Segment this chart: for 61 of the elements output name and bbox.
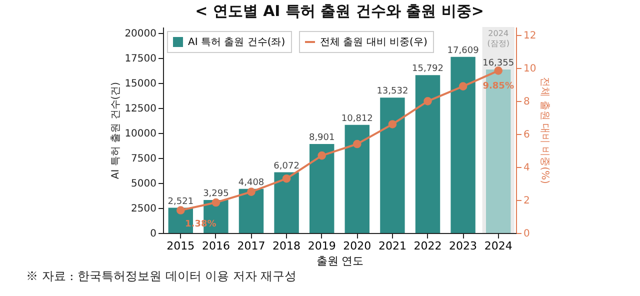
data-label: 3,295 xyxy=(203,189,229,200)
x-tick-label: 2022 xyxy=(414,240,442,252)
point xyxy=(318,151,326,160)
x-tick-label: 2017 xyxy=(237,240,266,252)
y-tick-label: 12500 xyxy=(124,104,156,114)
x-tick-label: 2020 xyxy=(343,240,372,252)
x-axis-title: 출원 연도 xyxy=(316,254,364,268)
bar xyxy=(450,56,476,233)
bar xyxy=(309,144,334,233)
data-label: 13,532 xyxy=(376,86,408,97)
y2-tick-label: 0 xyxy=(524,228,530,240)
y-tick-label: 10000 xyxy=(124,128,156,140)
bar xyxy=(238,188,264,233)
data-label: 4,408 xyxy=(238,178,264,188)
chart-title: < 연도별 AI 특허 출원 건수와 출원 비중> xyxy=(195,2,484,20)
y-tick-label: 7500 xyxy=(131,154,156,164)
band-label: 2024 (잠정) xyxy=(487,29,510,48)
x-tick-label: 2016 xyxy=(202,240,230,252)
y-tick-label: 5000 xyxy=(131,178,156,190)
y-axis-title: AI 특허 출원 건수(건) xyxy=(110,82,122,180)
y2-tick-label: 10 xyxy=(524,64,536,75)
y-tick-label: 2500 xyxy=(131,204,156,214)
point xyxy=(388,120,397,128)
x-tick-label: 2024 xyxy=(484,240,512,252)
x-tick-label: 2023 xyxy=(449,240,478,252)
y-tick-label: 15000 xyxy=(124,78,156,90)
y2-axis-title: 전체 출원 대비 비중(%) xyxy=(539,77,550,184)
point xyxy=(352,140,362,148)
data-label: 17,609 xyxy=(447,46,480,56)
y2-tick-label: 4 xyxy=(524,162,530,174)
y2-tick-label: 8 xyxy=(524,96,530,108)
bar xyxy=(344,124,370,233)
data-label: 8,901 xyxy=(308,132,335,143)
x-tick-label: 2015 xyxy=(166,240,195,252)
y-tick-label: 17500 xyxy=(124,54,156,64)
bar xyxy=(274,172,299,233)
point xyxy=(247,188,256,196)
data-label: 6,072 xyxy=(274,161,300,172)
y2-tick-label: 2 xyxy=(524,196,530,207)
x-tick-label: 2019 xyxy=(308,240,336,252)
point xyxy=(494,66,503,75)
data-label: 10,812 xyxy=(341,114,373,124)
point xyxy=(176,206,185,214)
bar xyxy=(380,98,405,233)
data-label: 15,792 xyxy=(412,64,444,74)
point xyxy=(282,174,291,183)
y2-tick-label: 6 xyxy=(524,130,530,141)
point xyxy=(458,82,468,90)
point xyxy=(212,198,220,207)
data-label: 16,355 xyxy=(482,58,514,68)
y-tick-label: 20000 xyxy=(124,28,156,40)
y-tick-label: 0 xyxy=(150,228,156,240)
data-label: 2,521 xyxy=(168,196,194,207)
bar xyxy=(415,75,440,233)
text: ※ 자료 : 한국특허정보원 데이터 이용 저자 재구성 xyxy=(26,268,298,285)
x-tick-label: 2018 xyxy=(272,240,301,252)
x-tick-label: 2021 xyxy=(378,240,406,252)
y2-tick-label: 12 xyxy=(524,30,536,42)
legend-label: AI 특허 출원 건수(좌) xyxy=(188,37,286,48)
point xyxy=(424,97,432,106)
legend-label: 전체 출원 대비 비중(우) xyxy=(320,37,428,48)
